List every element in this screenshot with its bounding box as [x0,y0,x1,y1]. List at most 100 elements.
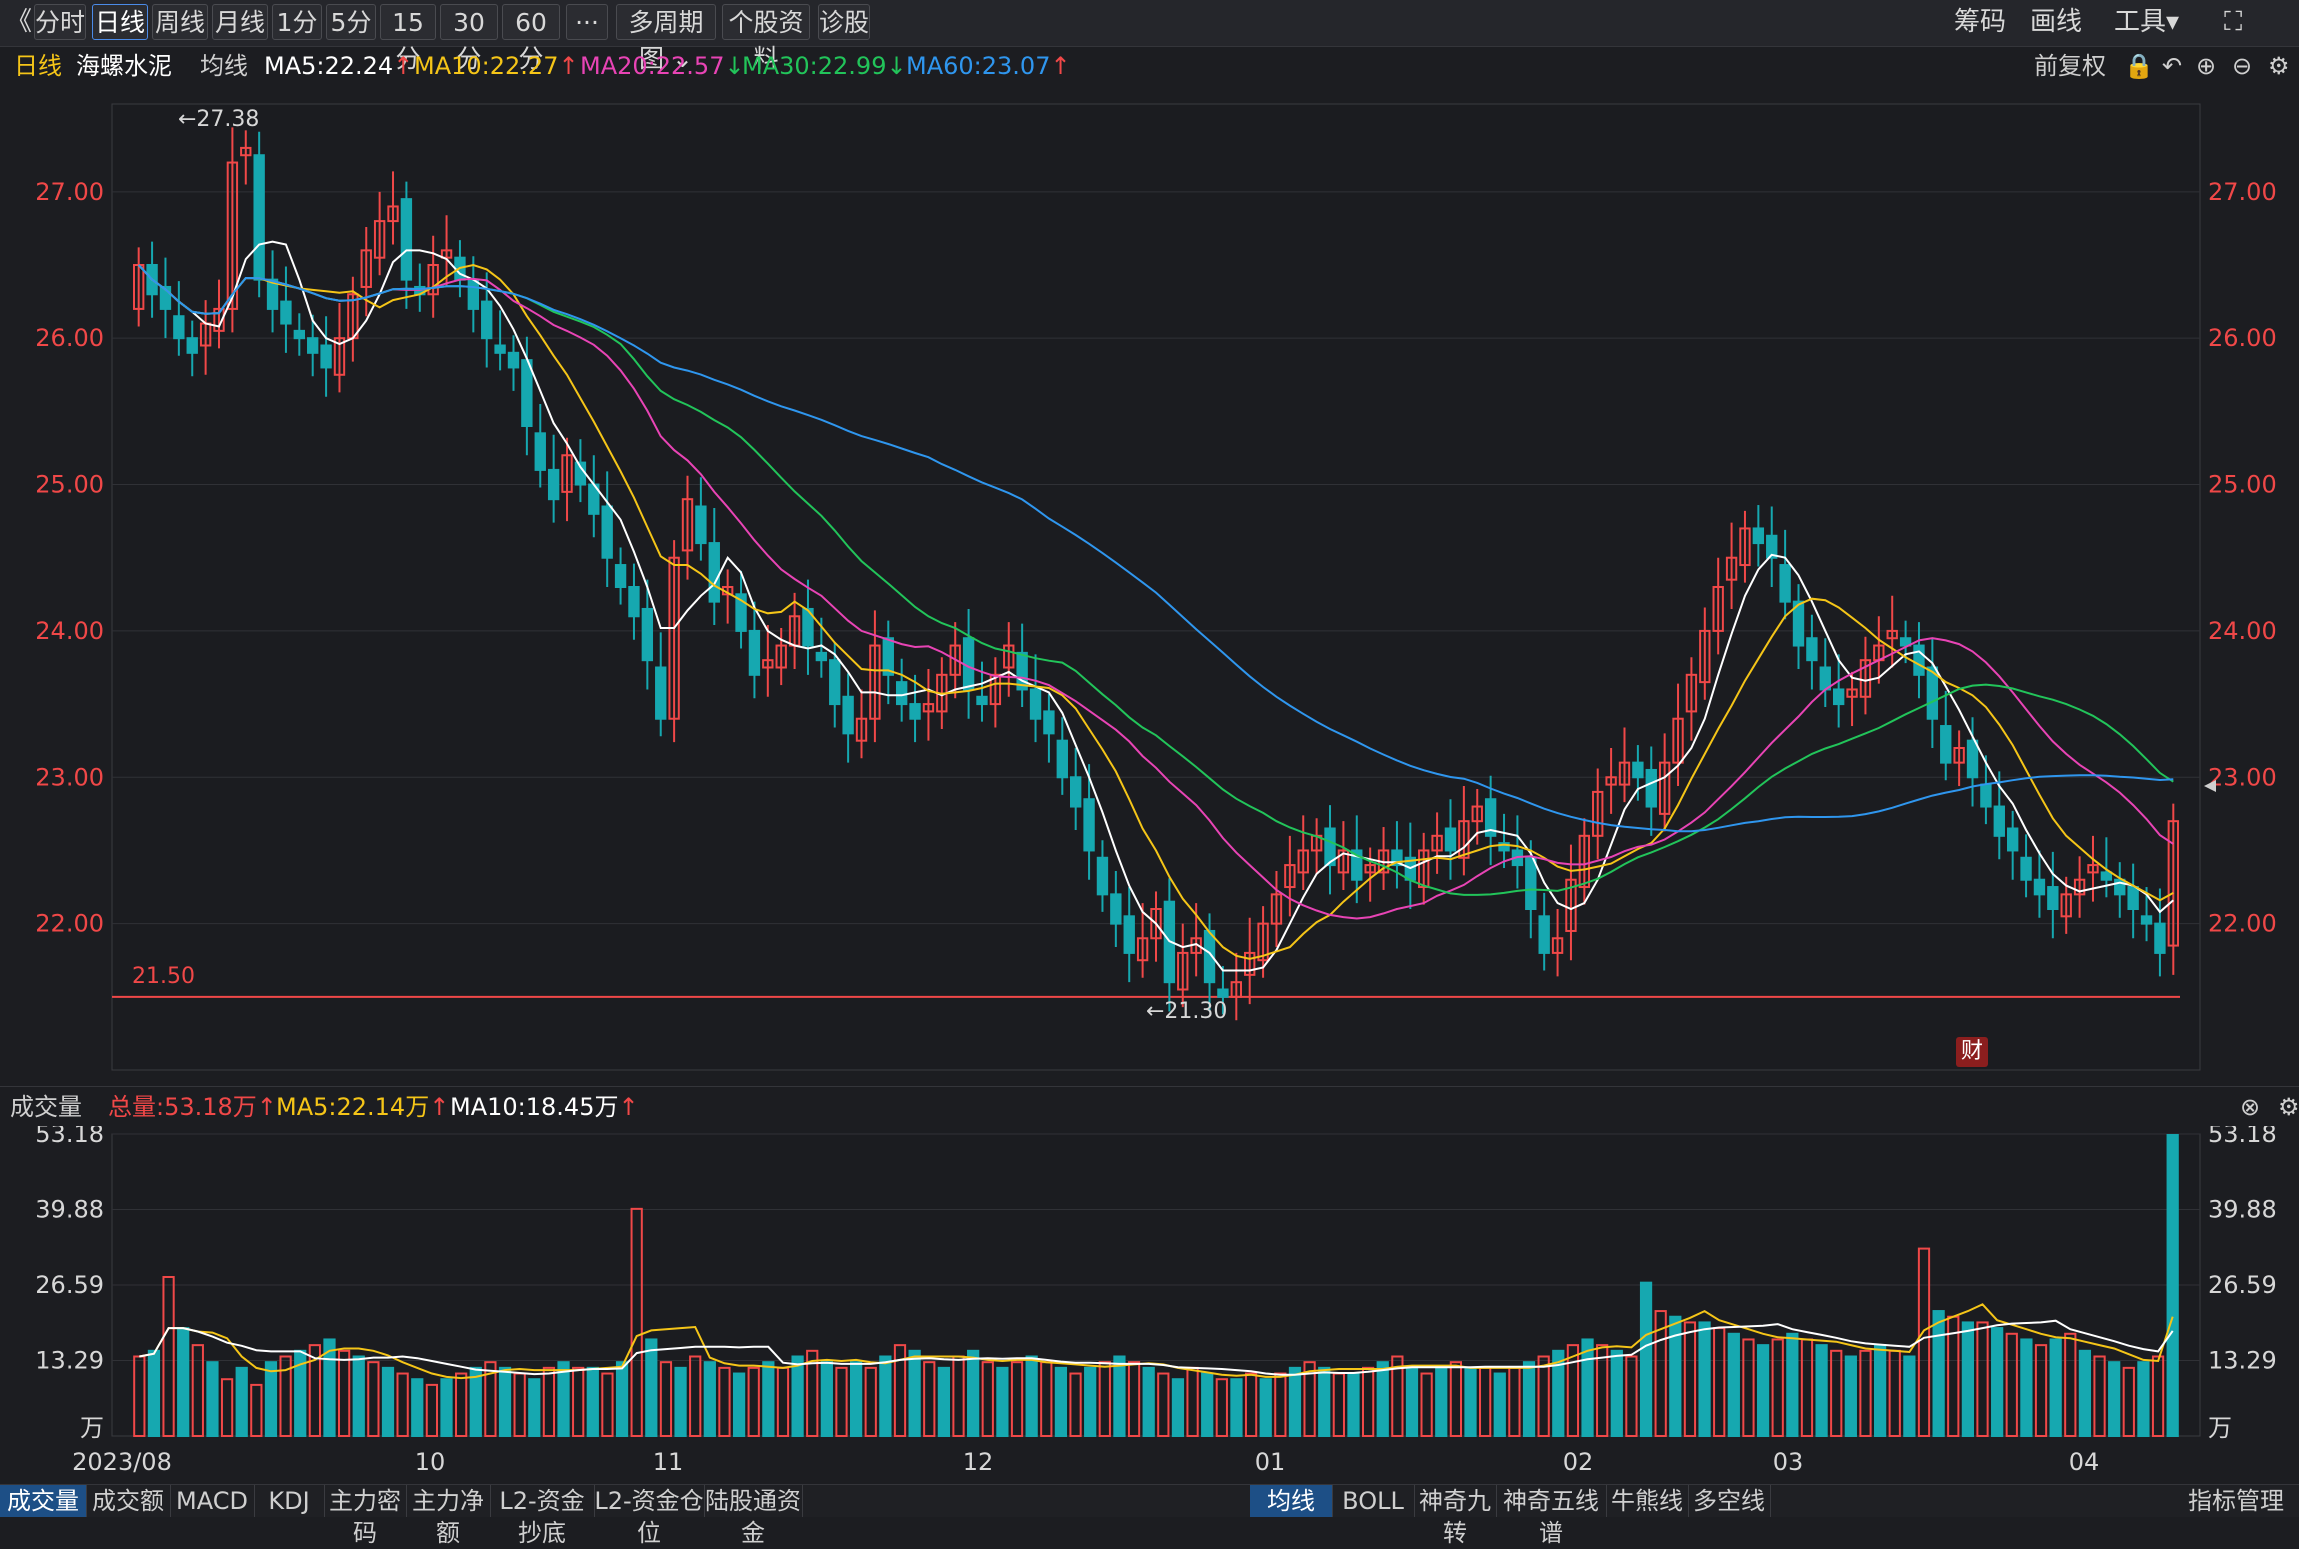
volume-bar [937,1366,951,1437]
period-tab-6[interactable]: 15分 [380,4,436,73]
candle-body [882,637,894,676]
volume-bar [1318,1366,1331,1437]
volume-bar [1961,1321,1975,1437]
candle-body [1779,564,1791,603]
volume-chart[interactable]: 53.18 53.18 39.88 39.88 26.59 26.59 13.29 13.29… [0,1126,2299,1484]
volume-bar [2064,1332,2077,1438]
price-tick-left: 22.00 [35,910,104,938]
volume-bar [308,1344,321,1438]
date-tick: 03 [1773,1448,1804,1476]
volume-bar [1683,1321,1697,1437]
overlay-tab-4[interactable]: 牛熊线 [1606,1485,1689,1517]
volume-bar [2078,1349,2092,1437]
back-icon[interactable]: 《 [6,7,33,37]
indicator-tab-0[interactable]: 成交量 [0,1485,87,1517]
adjust-mode[interactable]: 前复权 [2034,52,2106,80]
indicator-tab-4[interactable]: 主力密码 [324,1485,407,1547]
indicator-tab-2[interactable]: MACD [170,1485,255,1517]
price-tick-left: 23.00 [35,763,104,791]
candle-body [1364,864,1376,874]
volume-bar [1464,1366,1477,1437]
volume-bar [1596,1344,1609,1438]
volume-bar [864,1366,877,1437]
volume-bar [1639,1281,1653,1437]
date-tick: 01 [1255,1448,1286,1476]
candle-body [1565,878,1577,932]
volume-bar [1654,1310,1667,1437]
volume-bar [1391,1355,1404,1437]
ma-label[interactable]: 均线 [200,52,248,80]
candle-body [1592,790,1604,837]
period-tab-2[interactable]: 周线 [152,4,208,40]
candle-body [1980,783,1992,808]
volume-bar [1201,1372,1214,1438]
candle-body [1418,849,1430,889]
period-tab-1[interactable]: 日线 [92,4,148,40]
volume-bar [1288,1366,1302,1437]
candle-body [1819,666,1831,691]
candle-body [1123,915,1135,954]
candle-body [1806,637,1818,662]
price-chart[interactable]: 27.00 27.00 26.00 26.00 25.00 25.00 24.00 24.00… [0,86,2299,1086]
overlay-tab-5[interactable]: 多空线 [1688,1485,1771,1517]
ma10-line [137,263,2174,960]
fullscreen-icon[interactable]: ⛶ [2224,7,2243,37]
period-tab-12[interactable]: 诊股 [818,4,870,40]
period-tab-9[interactable]: ··· [566,4,608,40]
period-tab-8[interactable]: 60分 [502,4,560,73]
period-tab-4[interactable]: 1分 [272,4,322,40]
period-tab-7[interactable]: 30分 [440,4,498,73]
candle-body [1217,988,1229,998]
candle-body [1284,864,1296,889]
settings-icon[interactable]: ⚙ [2268,52,2290,80]
volume-bar [2020,1338,2033,1437]
zoom-out-icon[interactable]: ⊖ [2232,52,2253,80]
volume-bar [1669,1315,1682,1437]
period-tab-5[interactable]: 5分 [326,4,376,40]
overlay-tab-1[interactable]: BOLL [1332,1485,1415,1517]
candle-body [547,468,560,501]
volume-bar [1010,1361,1024,1437]
period-tab-11[interactable]: 个股资料 [722,4,810,73]
close-panel-icon[interactable]: ⊗ [2240,1093,2261,1121]
candle-body [534,432,546,471]
indicator-tab-5[interactable]: 主力净额 [406,1485,491,1547]
candle-body [1391,849,1403,867]
period-tab-3[interactable]: 月线 [212,4,268,40]
indicator-tab-7[interactable]: L2-资金仓位 [594,1485,705,1547]
tools-menu[interactable]: 工具▾ [2114,7,2180,37]
candle-body [561,454,573,493]
volume-bar [1830,1349,1843,1437]
candle-body [601,505,613,559]
volume-bar [352,1355,365,1437]
volume-bar [411,1378,424,1437]
overlay-tab-0[interactable]: 均线 [1250,1485,1333,1517]
chips-button[interactable]: 筹码 [1954,7,2007,37]
candle-body [775,644,787,669]
zoom-in-icon[interactable]: ⊕ [2196,52,2217,80]
indicator-manage-button[interactable]: 指标管理 [2188,1487,2284,1515]
period-tab-0[interactable]: 分时 [34,4,86,40]
indicator-tab-6[interactable]: L2-资金抄底 [490,1485,595,1547]
overlay-tab-2[interactable]: 神奇九转 [1414,1485,1497,1547]
draw-line-button[interactable]: 画线 [2030,7,2083,37]
volume-bar [586,1366,599,1437]
volume-bar [1215,1378,1228,1437]
panel-settings-icon[interactable]: ⚙ [2278,1093,2299,1121]
lock-icon[interactable]: 🔒 [2124,52,2154,80]
date-tick: 04 [2069,1448,2100,1476]
undo-icon[interactable]: ↶ [2162,52,2183,80]
indicator-tab-1[interactable]: 成交额 [86,1485,171,1517]
indicator-tab-8[interactable]: 陆股通资金 [705,1485,803,1547]
candle-body [1578,834,1591,889]
volume-bar [2151,1355,2165,1437]
volume-bar [469,1366,482,1437]
volume-tick-right: 13.29 [2208,1347,2277,1375]
indicator-tab-3[interactable]: KDJ [254,1485,325,1517]
candle-body [253,154,265,281]
period-tab-10[interactable]: 多周期图 ⌄ [616,4,716,73]
candle-body [2073,878,2086,896]
finance-badge[interactable]: 财 [1956,1037,1988,1067]
volume-bar [455,1372,468,1438]
overlay-tab-3[interactable]: 神奇五线谱 [1496,1485,1607,1547]
